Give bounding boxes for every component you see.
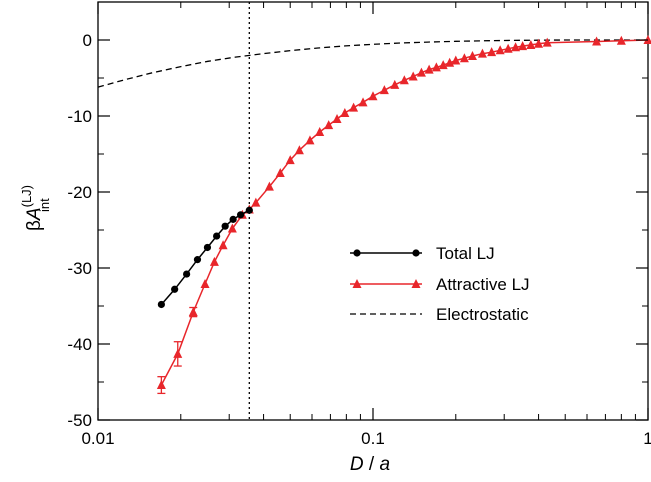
- data-point: [451, 55, 461, 65]
- data-point: [294, 145, 304, 155]
- legend-marker-total-lj-end: [412, 249, 420, 257]
- data-point: [251, 197, 261, 207]
- y-tick-label: -10: [67, 107, 92, 126]
- data-point: [200, 278, 210, 288]
- data-point: [379, 85, 389, 95]
- y-axis-label-a: A: [24, 207, 45, 221]
- data-point: [209, 256, 219, 266]
- y-tick-label: -50: [67, 411, 92, 430]
- data-point: [340, 107, 350, 117]
- data-point: [592, 36, 602, 46]
- data-point: [245, 206, 253, 214]
- series-line: [160, 209, 250, 305]
- y-axis-label: βA(LJ) int: [19, 185, 52, 231]
- data-point: [390, 79, 400, 89]
- data-point: [229, 215, 237, 223]
- series-line: [160, 39, 649, 386]
- data-point: [218, 240, 228, 250]
- data-point: [459, 53, 469, 63]
- data-point: [193, 256, 202, 264]
- y-axis-label-subscript: int: [37, 198, 52, 212]
- data-point: [431, 62, 441, 72]
- data-point: [534, 38, 544, 48]
- y-tick-label: -40: [67, 335, 92, 354]
- data-point: [542, 37, 552, 47]
- data-point: [416, 67, 426, 77]
- data-point: [275, 168, 285, 177]
- data-point: [183, 270, 191, 278]
- ticks-layer: 0.01 0.1 1 0 -10 -20 -30 -40 -50: [67, 1, 651, 448]
- data-point: [495, 45, 505, 55]
- data-point: [616, 35, 626, 45]
- y-tick-label: 0: [83, 31, 92, 50]
- data-point: [487, 47, 497, 57]
- legend-label-electrostatic: Electrostatic: [436, 305, 529, 324]
- data-point: [332, 114, 342, 124]
- y-axis-label-superscript: (LJ): [19, 185, 34, 207]
- data-point: [503, 43, 513, 53]
- data-point: [188, 307, 198, 317]
- data-point: [438, 60, 448, 70]
- data-point: [285, 155, 295, 165]
- data-point: [173, 348, 183, 358]
- data-point: [305, 135, 315, 145]
- x-tick-label: 0.01: [81, 429, 114, 448]
- data-point: [156, 380, 166, 390]
- data-point: [424, 64, 434, 74]
- x-axis-label-var2: a: [380, 454, 391, 475]
- data-point: [445, 57, 455, 67]
- legend: Total LJ Attractive LJ Electrostatic: [350, 244, 530, 324]
- legend-label-total-lj: Total LJ: [436, 244, 495, 263]
- series-attractive-lj: [156, 35, 651, 395]
- y-axis-label-beta: β: [24, 220, 45, 231]
- data-point: [467, 50, 477, 60]
- data-point: [157, 300, 165, 309]
- data-point: [227, 223, 237, 233]
- data-point: [221, 222, 229, 230]
- series-electrostatic: [97, 39, 648, 88]
- legend-item-electrostatic: Electrostatic: [350, 305, 529, 324]
- data-point: [315, 126, 325, 136]
- data-point: [526, 39, 536, 49]
- legend-item-total-lj: Total LJ: [350, 244, 495, 263]
- y-tick-label: -20: [67, 183, 92, 202]
- legend-marker-attractive-lj: [352, 279, 362, 288]
- legend-item-attractive-lj: Attractive LJ: [350, 275, 530, 294]
- data-point: [264, 181, 274, 191]
- legend-marker-total-lj: [353, 249, 361, 257]
- data-point: [349, 102, 359, 112]
- data-point: [477, 48, 487, 58]
- x-tick-label: 1: [643, 429, 651, 448]
- legend-marker-attractive-lj-end: [411, 279, 421, 288]
- data-point: [511, 42, 521, 52]
- y-tick-label: -30: [67, 259, 92, 278]
- series-line: [97, 39, 648, 88]
- data-point: [408, 71, 418, 81]
- data-point: [213, 232, 221, 240]
- legend-label-attractive-lj: Attractive LJ: [436, 275, 530, 294]
- data-point: [324, 120, 334, 130]
- data-point: [518, 41, 528, 51]
- data-point: [399, 75, 409, 85]
- series-layer: [97, 35, 651, 395]
- x-axis-label: D / a: [350, 454, 390, 475]
- data-point: [203, 243, 212, 252]
- data-point: [368, 91, 378, 101]
- x-axis-label-var1: D: [350, 454, 364, 475]
- data-point: [358, 97, 368, 107]
- series-total-lj: [157, 206, 253, 309]
- data-point: [236, 211, 245, 219]
- data-point: [171, 285, 179, 293]
- x-axis-label-sep: /: [364, 454, 380, 475]
- x-tick-label: 0.1: [361, 429, 385, 448]
